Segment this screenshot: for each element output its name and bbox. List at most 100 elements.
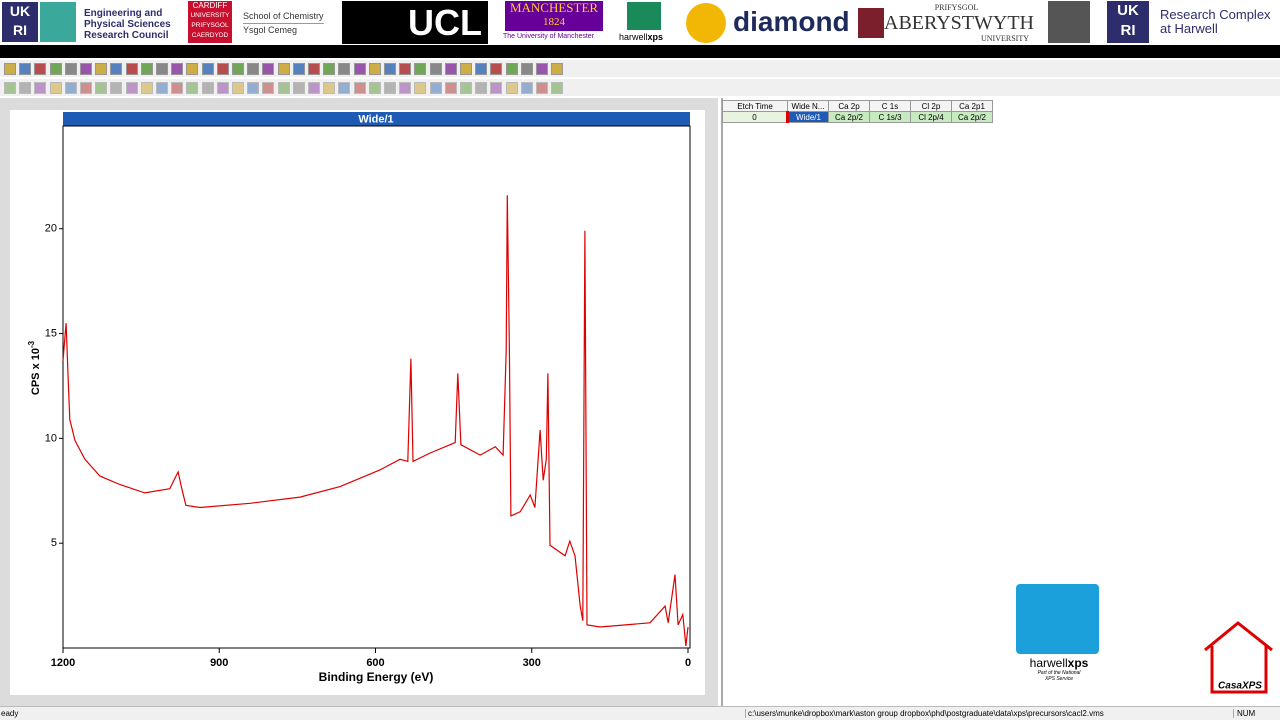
toolbar-button[interactable] (551, 63, 564, 75)
toolbar-button[interactable] (95, 82, 108, 94)
text: Research Complex (1160, 7, 1271, 22)
toolbar-button[interactable] (80, 63, 92, 75)
toolbar-button[interactable] (414, 63, 427, 75)
toolbar-button[interactable] (49, 82, 62, 94)
toolbar-button[interactable] (323, 82, 336, 94)
toolbar-button[interactable] (520, 82, 533, 94)
toolbar-button[interactable] (536, 82, 548, 94)
toolbar-button[interactable] (368, 82, 381, 94)
logo-text: UK (9, 3, 31, 19)
toolbar-button[interactable] (384, 82, 396, 94)
column-header[interactable]: Ca 2p1 (951, 100, 993, 112)
toolbar-button[interactable] (490, 82, 503, 94)
table-cell[interactable]: Ca 2p/2 (951, 111, 993, 123)
browser-pane (721, 98, 1280, 706)
toolbar-button[interactable] (186, 82, 199, 94)
toolbar-button[interactable] (475, 63, 488, 75)
toolbar-button[interactable] (536, 63, 548, 75)
toolbar-button[interactable] (49, 63, 62, 75)
y-tick-label: 20 (45, 223, 57, 235)
table-cell[interactable]: Ca 2p/2 (828, 111, 870, 123)
toolbar-button[interactable] (110, 63, 123, 75)
column-header[interactable]: Etch Time (722, 100, 788, 112)
toolbar-button[interactable] (368, 63, 381, 75)
toolbar-button[interactable] (4, 63, 16, 75)
toolbar-button[interactable] (429, 82, 442, 94)
toolbar-button[interactable] (475, 82, 488, 94)
casaxps-logo: CasaXPS (1204, 621, 1273, 694)
toolbar-button[interactable] (262, 63, 275, 75)
toolbar-button[interactable] (232, 63, 244, 75)
table-cell[interactable]: Cl 2p/4 (910, 111, 952, 123)
toolbar-button[interactable] (34, 82, 47, 94)
aber-crest (858, 8, 884, 38)
toolbar-button[interactable] (201, 63, 214, 75)
toolbar-button[interactable] (460, 82, 472, 94)
toolbar-button[interactable] (277, 63, 290, 75)
column-header[interactable]: Ca 2p (828, 100, 870, 112)
toolbar-button[interactable] (505, 82, 518, 94)
toolbar-button[interactable] (125, 82, 138, 94)
toolbar-button[interactable] (338, 82, 351, 94)
table-cell[interactable]: C 1s/3 (869, 111, 911, 123)
toolbar-button[interactable] (505, 63, 518, 75)
toolbar-button[interactable] (171, 82, 184, 94)
toolbar-button[interactable] (247, 63, 260, 75)
toolbar-button[interactable] (232, 82, 244, 94)
table-cell[interactable]: Wide/1 (786, 111, 829, 123)
column-header[interactable]: C 1s (869, 100, 911, 112)
toolbar-button[interactable] (140, 63, 153, 75)
toolbar-button[interactable] (216, 63, 229, 75)
text: PRIFYSGOL (934, 3, 979, 12)
toolbar-button[interactable] (186, 63, 199, 75)
toolbar-button[interactable] (308, 82, 320, 94)
toolbar-button[interactable] (292, 63, 305, 75)
text: harwell (1029, 656, 1068, 670)
toolbar-button[interactable] (399, 82, 412, 94)
x-tick-label: 600 (366, 657, 384, 669)
toolbar-button[interactable] (323, 63, 336, 75)
toolbar-button[interactable] (156, 82, 168, 94)
logo-text: UK (1117, 2, 1139, 19)
toolbar-button[interactable] (338, 63, 351, 75)
toolbar-button[interactable] (247, 82, 260, 94)
toolbar-button[interactable] (64, 63, 77, 75)
toolbar-button[interactable] (171, 63, 184, 75)
toolbar-button[interactable] (4, 82, 16, 94)
chart: Wide/1 Binding Energy (eV) CPS x 10-3 5 1… (27, 112, 691, 684)
column-header[interactable]: Wide N... (787, 100, 829, 112)
toolbar-button[interactable] (292, 82, 305, 94)
toolbar-button[interactable] (353, 63, 366, 75)
toolbar-button[interactable] (444, 82, 457, 94)
toolbar-button[interactable] (19, 82, 32, 94)
toolbar-button[interactable] (201, 82, 214, 94)
table-cell[interactable]: 0 (722, 111, 788, 123)
toolbar-button[interactable] (64, 82, 77, 94)
toolbar-button[interactable] (414, 82, 427, 94)
toolbar-button[interactable] (140, 82, 153, 94)
toolbar-button[interactable] (353, 82, 366, 94)
toolbar-button[interactable] (34, 63, 47, 75)
toolbar-button[interactable] (156, 63, 168, 75)
toolbar-button[interactable] (110, 82, 123, 94)
toolbar-button[interactable] (19, 63, 32, 75)
toolbar-button[interactable] (308, 63, 320, 75)
toolbar-button[interactable] (277, 82, 290, 94)
column-header[interactable]: Cl 2p (910, 100, 952, 112)
toolbar-button[interactable] (80, 82, 92, 94)
toolbar-button[interactable] (399, 63, 412, 75)
text: Ysgol Cemeg (243, 25, 298, 35)
toolbar-button[interactable] (125, 63, 138, 75)
toolbar-button[interactable] (444, 63, 457, 75)
toolbar (0, 60, 1280, 77)
toolbar-button[interactable] (460, 63, 472, 75)
toolbar-button[interactable] (429, 63, 442, 75)
toolbar-button[interactable] (262, 82, 275, 94)
toolbar-button[interactable] (95, 63, 108, 75)
toolbar-button[interactable] (216, 82, 229, 94)
toolbar-button[interactable] (551, 82, 564, 94)
y-axis-label-exponent: -3 (27, 340, 36, 348)
toolbar-button[interactable] (520, 63, 533, 75)
toolbar-button[interactable] (384, 63, 396, 75)
toolbar-button[interactable] (490, 63, 503, 75)
